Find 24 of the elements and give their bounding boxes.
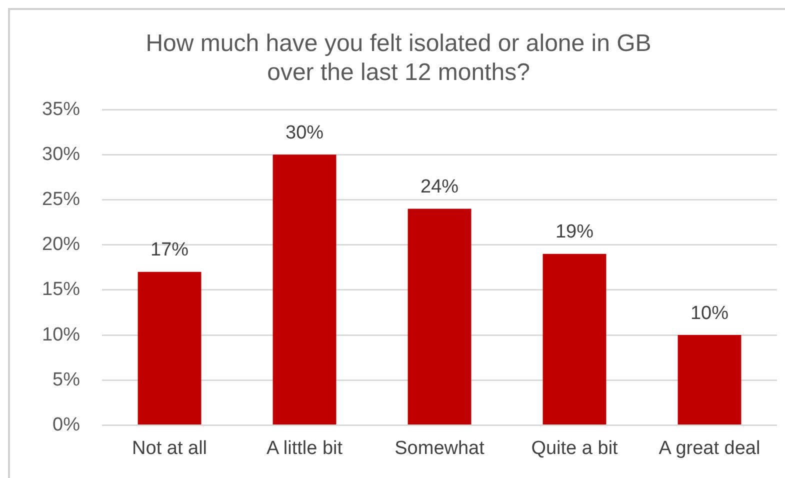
- x-tick-label: Quite a bit: [531, 438, 619, 459]
- x-tick-label: Not at all: [132, 438, 208, 459]
- bar: [678, 335, 742, 424]
- y-tick-label: 0%: [52, 414, 80, 436]
- data-label: 17%: [150, 240, 189, 261]
- bar: [542, 254, 606, 424]
- y-tick-label: 25%: [42, 189, 80, 210]
- data-label: 24%: [420, 176, 459, 198]
- y-tick-label: 10%: [42, 324, 80, 346]
- y-tick-label: 30%: [42, 144, 80, 165]
- data-label: 19%: [555, 222, 594, 243]
- x-tick-label: A little bit: [266, 438, 344, 459]
- data-label: 10%: [690, 302, 729, 324]
- data-label: 30%: [286, 122, 324, 144]
- bar: [138, 272, 202, 424]
- y-tick-label: 20%: [42, 234, 80, 256]
- x-tick-label: A great deal: [658, 438, 760, 459]
- y-tick-label: 35%: [42, 98, 80, 120]
- y-tick-label: 5%: [52, 369, 80, 390]
- x-tick-label: Somewhat: [394, 438, 486, 459]
- bar: [272, 154, 336, 424]
- bar: [408, 208, 472, 424]
- y-tick-label: 15%: [42, 279, 80, 300]
- chart-title: How much have you felt isolated or alone in GB over the last 12 months?: [146, 30, 652, 86]
